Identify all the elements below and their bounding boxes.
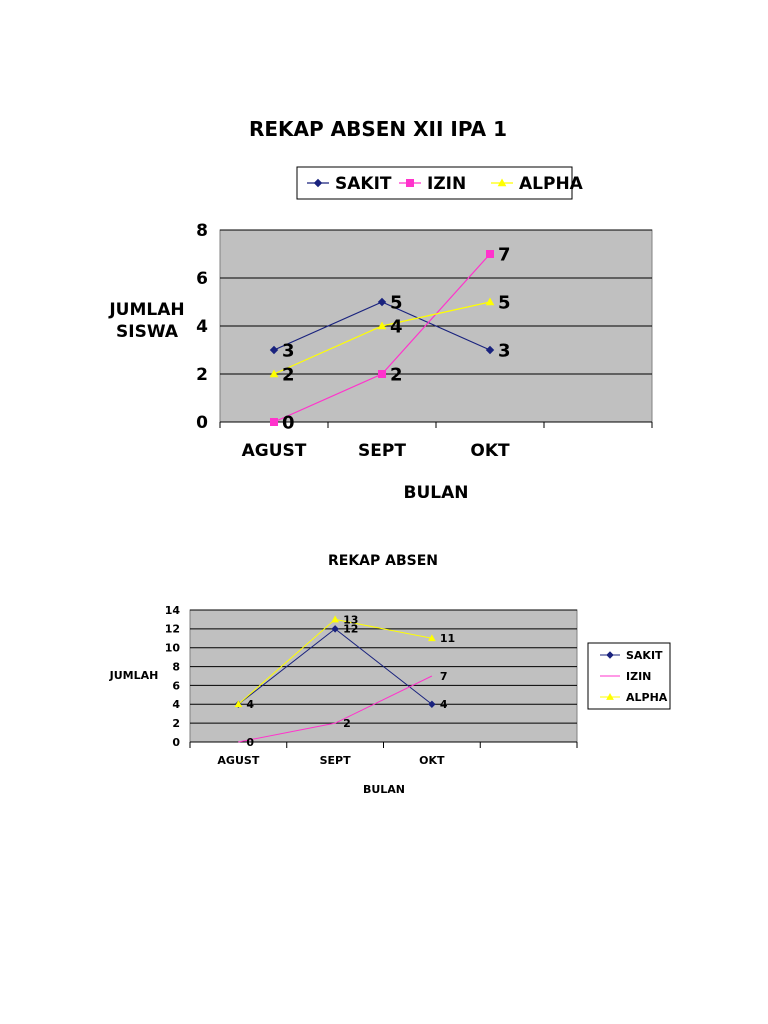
data-point-izin bbox=[378, 370, 386, 378]
y-tick-label: 0 bbox=[172, 736, 180, 749]
data-point-alpha bbox=[234, 700, 243, 708]
plot-area bbox=[189, 609, 578, 743]
data-label-sakit: 5 bbox=[390, 292, 403, 313]
data-label-sakit: 4 bbox=[440, 698, 448, 711]
data-label-alpha: 2 bbox=[282, 364, 295, 385]
y-tick-label: 6 bbox=[196, 269, 208, 289]
x-tick-label: OKT bbox=[470, 441, 510, 461]
y-tick-label: 2 bbox=[196, 365, 208, 385]
data-point-izin bbox=[270, 418, 278, 426]
legend bbox=[587, 642, 671, 710]
data-point-sakit bbox=[331, 625, 339, 633]
data-label-izin: 7 bbox=[440, 670, 448, 683]
legend-marker-sakit bbox=[606, 651, 614, 659]
data-point-sakit bbox=[269, 345, 279, 355]
legend-marker-izin bbox=[406, 179, 414, 187]
y-tick-label: 10 bbox=[165, 642, 181, 655]
chart-title: REKAP ABSEN bbox=[328, 553, 438, 569]
data-point-sakit bbox=[485, 345, 495, 355]
x-axis-title: BULAN bbox=[404, 483, 469, 503]
data-label-alpha: 13 bbox=[343, 613, 358, 626]
data-label-alpha: 4 bbox=[390, 316, 403, 337]
data-point-sakit bbox=[428, 700, 436, 708]
legend bbox=[296, 166, 573, 200]
legend-label-izin: IZIN bbox=[427, 174, 466, 194]
legend-marker-alpha bbox=[497, 178, 507, 187]
x-tick-label: OKT bbox=[419, 754, 445, 767]
legend-marker-sakit bbox=[313, 178, 323, 188]
data-label-izin: 0 bbox=[282, 412, 295, 433]
data-label-izin: 7 bbox=[498, 244, 511, 265]
data-label-izin: 2 bbox=[343, 717, 351, 730]
data-label-sakit: 3 bbox=[498, 340, 511, 361]
data-point-sakit bbox=[377, 297, 387, 307]
y-tick-label: 14 bbox=[165, 604, 181, 617]
x-tick-label: SEPT bbox=[358, 441, 406, 461]
legend-label-alpha: ALPHA bbox=[519, 174, 584, 194]
x-tick-label: AGUST bbox=[217, 754, 259, 767]
y-tick-label: 8 bbox=[196, 221, 208, 241]
data-label-izin: 0 bbox=[246, 736, 254, 749]
y-axis-title: JUMLAH bbox=[109, 669, 159, 682]
legend-label-alpha: ALPHA bbox=[626, 691, 668, 704]
data-label-sakit: 3 bbox=[282, 340, 295, 361]
chart-rekap-absen-xii-ipa-1: REKAP ABSEN XII IPA 1 0 2 4 6 8 AGUST SEPT OKT BU… bbox=[108, 117, 653, 503]
data-point-alpha bbox=[485, 297, 495, 306]
legend-label-sakit: SAKIT bbox=[626, 649, 663, 662]
series-line-alpha bbox=[238, 618, 432, 705]
data-point-sakit bbox=[234, 700, 243, 708]
y-tick-label: 0 bbox=[196, 413, 208, 433]
series-line-sakit bbox=[238, 628, 433, 705]
data-point-alpha bbox=[331, 615, 339, 623]
y-tick-label: 4 bbox=[172, 698, 180, 711]
y-axis-title: SISWA bbox=[116, 322, 179, 342]
legend-marker-alpha bbox=[606, 692, 614, 700]
data-point-alpha bbox=[269, 369, 279, 378]
y-tick-label: 2 bbox=[172, 717, 180, 730]
y-axis-title: JUMLAH bbox=[108, 300, 184, 320]
chart-title: REKAP ABSEN XII IPA 1 bbox=[249, 117, 507, 141]
y-tick-label: 12 bbox=[165, 623, 180, 636]
x-tick-label: AGUST bbox=[242, 441, 307, 461]
data-label-izin: 2 bbox=[390, 364, 403, 385]
data-label-alpha: 5 bbox=[498, 292, 511, 313]
series-line-izin bbox=[238, 675, 433, 743]
data-label-alpha: 4 bbox=[246, 698, 254, 711]
x-tick-label: SEPT bbox=[320, 754, 351, 767]
legend-label-izin: IZIN bbox=[626, 670, 651, 683]
data-label-alpha: 11 bbox=[440, 632, 455, 645]
data-point-alpha bbox=[377, 321, 387, 330]
y-tick-label: 4 bbox=[196, 317, 208, 337]
legend-label-sakit: SAKIT bbox=[335, 174, 392, 194]
x-axis-title: BULAN bbox=[363, 783, 405, 796]
data-point-izin bbox=[486, 250, 494, 258]
data-label-sakit: 12 bbox=[343, 623, 358, 636]
data-point-alpha bbox=[428, 634, 436, 642]
y-tick-label: 6 bbox=[172, 679, 180, 692]
y-tick-label: 8 bbox=[172, 660, 180, 673]
